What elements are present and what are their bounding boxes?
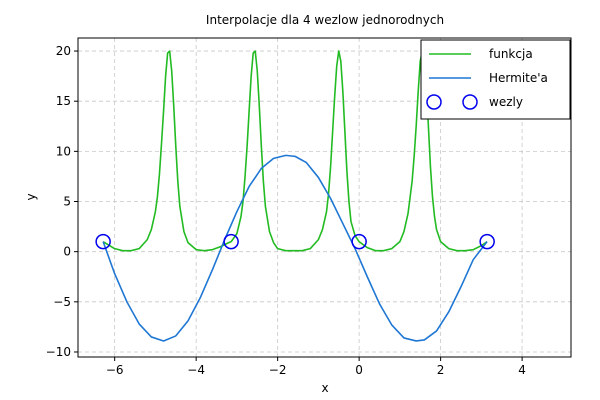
x-tick-label: −2 [269, 363, 287, 377]
legend-box [420, 39, 571, 120]
ticks: −6 −4 −2 0 2 4 −10 −5 0 5 10 15 20 [46, 44, 526, 377]
series-line-1 [102, 154, 488, 342]
x-tick-label: 0 [355, 363, 363, 377]
plot-frame [77, 37, 572, 358]
x-tick-label: 4 [518, 363, 526, 377]
legend-swatch-marker [462, 94, 478, 110]
y-axis-label: y [24, 193, 38, 200]
node-marker [479, 233, 495, 250]
y-tick-label: 15 [56, 94, 71, 108]
x-axis-label: x [321, 381, 328, 395]
y-tick-label: 10 [56, 144, 71, 158]
x-tick-label: 2 [437, 363, 445, 377]
legend-label-1: Hermite'a [489, 71, 548, 85]
x-tick-label: −4 [187, 363, 205, 377]
chart-title: Interpolacje dla 4 wezlow jednorodnych [206, 13, 444, 27]
legend-label-2: wezly [489, 95, 523, 109]
y-tick-label: 5 [63, 195, 71, 209]
node-marker [95, 233, 111, 250]
y-tick-label: −10 [46, 345, 71, 359]
x-tick-label: −6 [106, 363, 124, 377]
node-marker [223, 233, 239, 250]
legend-swatch-marker [426, 94, 442, 110]
plot-area [95, 50, 495, 342]
series-line-0 [102, 50, 488, 252]
y-tick-label: 20 [56, 44, 71, 58]
y-tick-label: 0 [63, 245, 71, 259]
legend: funkcja Hermite'a wezly [420, 39, 571, 120]
legend-label-0: funkcja [489, 47, 533, 61]
node-marker [351, 233, 367, 250]
grid [78, 38, 571, 357]
y-tick-label: −5 [53, 295, 71, 309]
